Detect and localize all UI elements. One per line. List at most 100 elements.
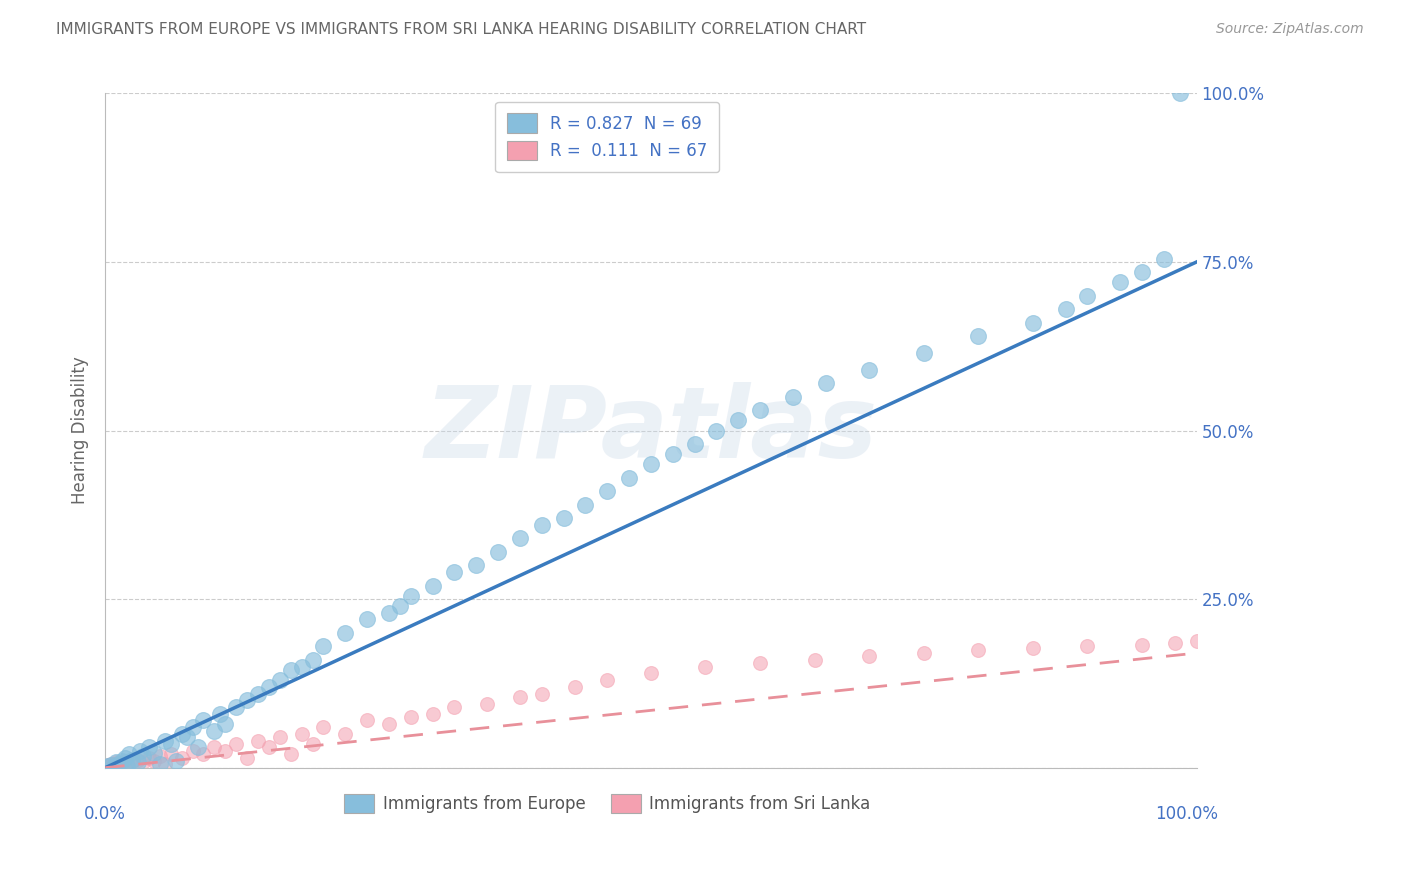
Point	[98, 760, 121, 774]
Point	[858, 649, 880, 664]
Point	[214, 744, 236, 758]
Point	[749, 403, 772, 417]
Point	[640, 457, 662, 471]
Point	[706, 424, 728, 438]
Point	[269, 731, 291, 745]
Point	[159, 747, 181, 762]
Point	[155, 733, 177, 747]
Point	[98, 759, 121, 773]
Point	[165, 754, 187, 768]
Point	[96, 758, 118, 772]
Point	[683, 437, 706, 451]
Point	[280, 747, 302, 762]
Point	[96, 760, 118, 774]
Point	[399, 710, 422, 724]
Point	[695, 659, 717, 673]
Point	[202, 740, 225, 755]
Point	[378, 717, 401, 731]
Point	[399, 589, 422, 603]
Point	[236, 750, 259, 764]
Point	[335, 727, 357, 741]
Point	[301, 737, 323, 751]
Point	[530, 686, 553, 700]
Point	[509, 532, 531, 546]
Text: 100.0%: 100.0%	[1156, 805, 1219, 822]
Point	[181, 744, 204, 758]
Point	[97, 758, 120, 772]
Point	[97, 760, 120, 774]
Point	[110, 756, 132, 770]
Text: Source: ZipAtlas.com: Source: ZipAtlas.com	[1216, 22, 1364, 37]
Point	[121, 755, 143, 769]
Point	[225, 737, 247, 751]
Point	[193, 747, 215, 762]
Point	[269, 673, 291, 687]
Point	[107, 757, 129, 772]
Point	[553, 511, 575, 525]
Point	[465, 558, 488, 573]
Point	[291, 727, 314, 741]
Point	[596, 673, 619, 687]
Point	[170, 750, 193, 764]
Point	[104, 758, 127, 772]
Point	[176, 731, 198, 745]
Point	[115, 756, 138, 771]
Point	[114, 750, 136, 764]
Point	[127, 753, 149, 767]
Point	[814, 376, 837, 391]
Point	[181, 720, 204, 734]
Point	[422, 579, 444, 593]
Point	[388, 599, 411, 613]
Point	[110, 754, 132, 768]
Point	[596, 484, 619, 499]
Point	[143, 746, 166, 760]
Point	[749, 656, 772, 670]
Point	[121, 753, 143, 767]
Point	[1153, 252, 1175, 266]
Point	[170, 727, 193, 741]
Point	[301, 653, 323, 667]
Point	[1185, 634, 1208, 648]
Point	[97, 759, 120, 773]
Point	[105, 756, 128, 770]
Point	[640, 666, 662, 681]
Point	[138, 740, 160, 755]
Y-axis label: Hearing Disability: Hearing Disability	[72, 357, 89, 504]
Point	[1054, 302, 1077, 317]
Point	[1076, 640, 1098, 654]
Point	[477, 697, 499, 711]
Point	[103, 756, 125, 771]
Point	[96, 760, 118, 774]
Point	[486, 545, 509, 559]
Point	[107, 757, 129, 772]
Point	[727, 413, 749, 427]
Text: IMMIGRANTS FROM EUROPE VS IMMIGRANTS FROM SRI LANKA HEARING DISABILITY CORRELATI: IMMIGRANTS FROM EUROPE VS IMMIGRANTS FRO…	[56, 22, 866, 37]
Point	[114, 754, 136, 768]
Point	[127, 756, 149, 770]
Point	[661, 447, 683, 461]
Point	[356, 714, 378, 728]
Point	[247, 686, 270, 700]
Point	[101, 758, 124, 772]
Point	[118, 747, 141, 762]
Legend: Immigrants from Europe, Immigrants from Sri Lanka: Immigrants from Europe, Immigrants from …	[337, 788, 877, 820]
Point	[159, 737, 181, 751]
Point	[1168, 87, 1191, 101]
Point	[530, 517, 553, 532]
Point	[155, 757, 177, 772]
Point	[1130, 265, 1153, 279]
Point	[1164, 636, 1187, 650]
Point	[105, 756, 128, 770]
Point	[912, 646, 935, 660]
Point	[782, 390, 804, 404]
Point	[208, 706, 231, 721]
Point	[564, 680, 586, 694]
Point	[312, 640, 335, 654]
Point	[100, 759, 122, 773]
Point	[1022, 640, 1045, 655]
Point	[967, 642, 990, 657]
Point	[236, 693, 259, 707]
Point	[129, 744, 152, 758]
Point	[356, 612, 378, 626]
Point	[422, 706, 444, 721]
